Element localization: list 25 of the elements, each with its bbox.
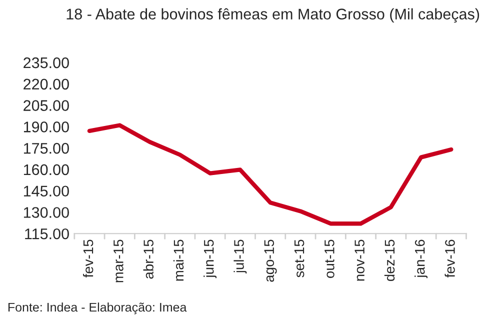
x-tick-label: dez-15 xyxy=(384,240,395,282)
y-tick-label: 175.00 xyxy=(24,142,69,154)
x-tick-label: jun-15 xyxy=(204,240,217,278)
y-tick-label: 220.00 xyxy=(24,78,69,90)
y-tick-label: 130.00 xyxy=(24,207,69,218)
x-tick-label: fev-15 xyxy=(83,240,94,278)
x-tick-label: fev-16 xyxy=(444,240,455,278)
y-tick-label: 235.00 xyxy=(24,57,69,68)
chart-title: 18 - Abate de bovinos fêmeas em Mato Grosso (Mil cabeças) xyxy=(66,8,480,23)
y-tick-label: 145.00 xyxy=(24,186,69,197)
x-tick-label: out-15 xyxy=(324,240,334,278)
x-tick-label: set-15 xyxy=(294,240,304,278)
y-tick-label: 115.00 xyxy=(25,228,69,240)
line-series xyxy=(87,123,454,226)
x-tick-label: ago-15 xyxy=(264,240,277,282)
x-tick-label: mai-15 xyxy=(173,240,184,281)
x-tick-label: nov-15 xyxy=(354,240,364,281)
x-tick-label: jan-16 xyxy=(414,240,428,278)
y-tick-label: 160.00 xyxy=(24,164,69,176)
x-tick-label: abr-15 xyxy=(143,240,154,279)
y-tick-label: 205.00 xyxy=(24,100,69,111)
x-tick-label: jul-15 xyxy=(234,240,247,274)
x-tick-label: mar-15 xyxy=(114,240,124,282)
y-tick-label: 190.00 xyxy=(24,122,69,132)
source-note: Fonte: Indea - Elaboração: Imea xyxy=(8,302,187,314)
